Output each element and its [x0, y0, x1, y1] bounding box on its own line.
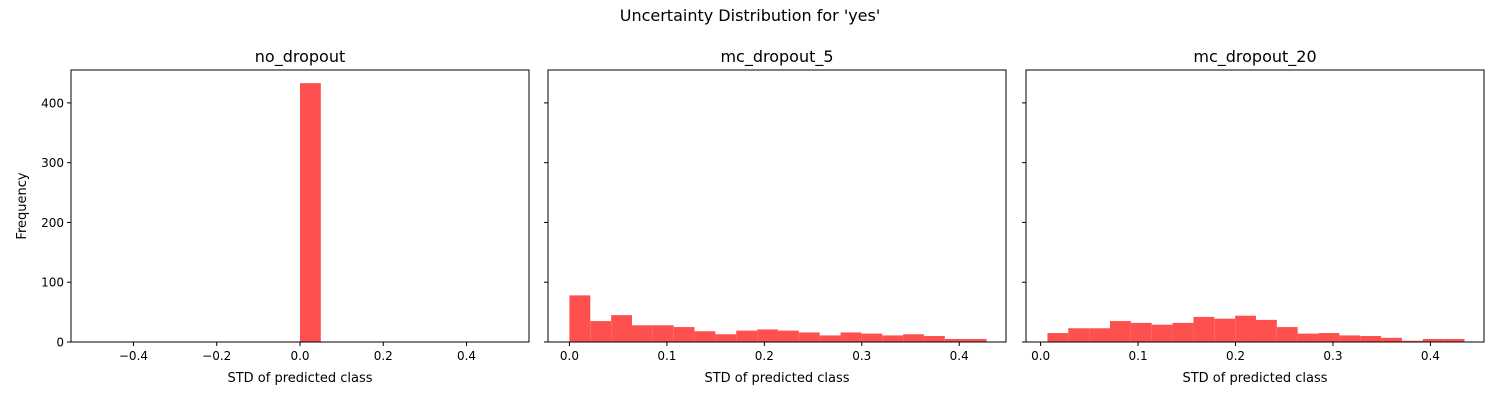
y-tick-label: 0	[56, 336, 64, 350]
histogram-bar	[1109, 321, 1131, 342]
histogram-bar	[1443, 339, 1465, 342]
x-axis-label: STD of predicted class	[1182, 371, 1327, 386]
x-tick-label: −0.2	[202, 349, 231, 363]
subplot-title: no_dropout	[255, 47, 345, 67]
histogram-bar	[757, 329, 778, 342]
y-tick-label: 300	[41, 156, 64, 170]
x-tick-label: 0.4	[457, 349, 476, 363]
x-tick-label: 0.3	[852, 349, 871, 363]
axes-frame	[547, 69, 1007, 343]
x-tick-label: 0.0	[1031, 349, 1050, 363]
histogram-bar	[1235, 315, 1256, 342]
figure-title: Uncertainty Distribution for 'yes'	[619, 6, 881, 25]
histogram-bar	[611, 315, 632, 342]
histogram-bar	[1214, 318, 1236, 342]
histogram-bar	[652, 325, 674, 342]
axes-frame	[1025, 69, 1485, 343]
x-tick-label: 0.2	[374, 349, 393, 363]
histogram-bar	[1255, 319, 1277, 342]
histogram-bar	[590, 321, 612, 342]
panel-mc-dropout-5: 0.0 0.1 0.2 0.3 0.4 mc_dropout_5 STD of predic…	[544, 47, 1007, 386]
histogram-bar	[882, 335, 904, 342]
histogram-bar	[1297, 333, 1319, 342]
x-tick-label: 0.0	[290, 349, 309, 363]
histogram-bar	[798, 332, 820, 342]
histogram-bar	[715, 334, 737, 342]
x-tick-label: 0.1	[1129, 349, 1148, 363]
histogram-bar	[1360, 336, 1382, 342]
histogram-bar	[1193, 316, 1215, 342]
y-axis-label: Frequency	[15, 172, 30, 239]
histogram-bar	[1276, 327, 1298, 342]
x-axis-label: STD of predicted class	[704, 371, 849, 386]
histogram-bar	[923, 336, 945, 342]
histogram-bar	[1130, 322, 1152, 342]
x-tick-label: 0.2	[1226, 349, 1245, 363]
histogram-bar	[1422, 339, 1444, 342]
histogram-bar	[1151, 324, 1173, 342]
x-tick-label: 0.4	[1421, 349, 1440, 363]
histogram-bar	[694, 331, 716, 342]
histogram-bar	[819, 335, 841, 342]
x-tick-label: 0.2	[755, 349, 774, 363]
histogram-bar	[903, 334, 924, 342]
x-tick-label: 0.4	[950, 349, 969, 363]
y-tick-label: 400	[41, 96, 64, 110]
subplot-title: mc_dropout_20	[1193, 47, 1316, 67]
panel-no-dropout: −0.4 −0.2 0.0 0.2 0.4 0 100 200 300 400 no_dropout…	[41, 47, 530, 386]
histogram-bar	[861, 333, 883, 342]
panel-mc-dropout-20: 0.0 0.1 0.2 0.3 0.4 mc_dropout_20 STD of predi…	[1022, 47, 1485, 386]
histogram-bar	[631, 325, 653, 342]
x-tick-label: −0.4	[119, 349, 148, 363]
subplot-title: mc_dropout_5	[720, 47, 833, 67]
y-tick-label: 100	[41, 276, 64, 290]
histogram-bar	[1047, 333, 1069, 342]
histogram-bar	[840, 332, 862, 342]
histogram-bar	[1339, 335, 1361, 342]
y-tick-label: 200	[41, 216, 64, 230]
histogram-bar	[1381, 337, 1402, 342]
histogram-bar	[1401, 340, 1423, 342]
x-tick-label: 0.3	[1323, 349, 1342, 363]
histogram-bar	[777, 330, 799, 342]
histogram-bar	[569, 295, 591, 342]
histogram-bar	[1068, 328, 1090, 342]
histogram-bar	[1172, 322, 1194, 342]
x-tick-label: 0.0	[560, 349, 579, 363]
histogram-bar	[944, 339, 966, 342]
histogram-bar	[1318, 333, 1340, 342]
histogram-bar	[300, 83, 321, 343]
x-tick-label: 0.1	[657, 349, 676, 363]
histogram-bar	[673, 327, 695, 342]
x-axis-label: STD of predicted class	[227, 371, 372, 386]
histogram-bar	[965, 339, 987, 342]
histogram-bar	[736, 330, 758, 342]
histogram-bar	[1089, 328, 1110, 342]
